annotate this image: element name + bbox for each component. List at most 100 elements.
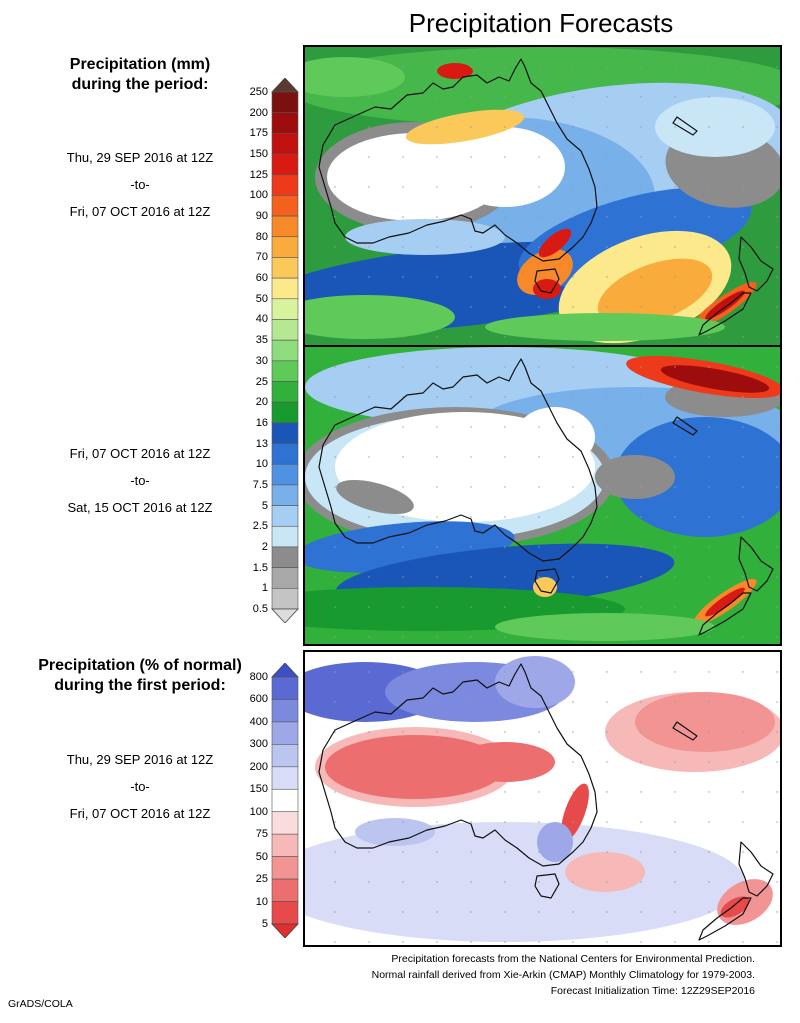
precip-area xyxy=(565,852,645,892)
precip-area xyxy=(305,295,455,339)
precip-area xyxy=(655,97,775,157)
colorbar-swatch xyxy=(271,360,299,382)
precip-area xyxy=(355,818,435,846)
colorbar-tick-label: 75 xyxy=(255,828,268,841)
new-caledonia-coastline xyxy=(672,721,698,741)
colorbar-tick-label: 5 xyxy=(261,918,268,930)
map-panel-period1 xyxy=(303,45,782,347)
footer-line3: Forecast Initialization Time: 12Z29SEP20… xyxy=(550,985,755,997)
colorbar-max-arrow xyxy=(271,78,299,93)
nz-north-coastline xyxy=(738,236,774,292)
dry-area xyxy=(515,407,595,467)
colorbar-swatch xyxy=(271,443,299,465)
colorbar-swatch xyxy=(271,298,299,320)
colorbar-swatch xyxy=(271,484,299,506)
precip-map-period1 xyxy=(305,47,780,345)
tasmania-coastline xyxy=(534,268,560,294)
colorbar-swatch xyxy=(271,766,299,790)
colorbar-swatch xyxy=(271,401,299,424)
precip-area xyxy=(538,228,572,258)
heading-line1: Precipitation (mm) xyxy=(69,56,211,73)
colorbar-tick-label: 10 xyxy=(255,458,268,471)
precip-area xyxy=(533,279,561,299)
tasmania-coastline xyxy=(534,873,560,899)
colorbar-tick-label: 125 xyxy=(249,168,268,181)
colorbar-max-arrow xyxy=(271,663,299,678)
colorbar-swatch xyxy=(271,133,299,155)
colorbar-tick-label: 7.5 xyxy=(252,478,268,491)
colorbar-tick-label: 150 xyxy=(249,783,268,796)
colorbar-swatch xyxy=(271,833,299,857)
colorbar-tick-label: 100 xyxy=(249,189,268,202)
colorbar-swatch xyxy=(271,112,299,134)
precip-area xyxy=(597,258,713,326)
tasmania-coastline xyxy=(534,568,560,594)
heading-line1: Precipitation (% of normal) xyxy=(38,657,242,674)
colorbar-tick-label: 16 xyxy=(255,416,268,429)
colorbar-swatch xyxy=(271,505,299,527)
colorbar-swatch xyxy=(271,236,299,258)
colorbar-tick-label: 13 xyxy=(255,437,268,450)
nz-north-coastline xyxy=(738,841,774,897)
period3-start: Thu, 29 SEP 2016 at 12Z xyxy=(66,752,214,767)
colorbar-tick-label: 40 xyxy=(255,313,268,326)
colorbar-tick-label: 100 xyxy=(249,805,268,818)
precip-area xyxy=(660,365,770,393)
australia-coastline xyxy=(318,663,598,867)
colorbar-tick-label: 70 xyxy=(255,251,268,264)
grads-credit: GrADS/COLA xyxy=(8,998,73,1010)
period1-start: Thu, 29 SEP 2016 at 12Z xyxy=(66,150,214,165)
colorbar-swatch xyxy=(271,257,299,279)
heading-line2: during the period: xyxy=(71,76,209,93)
colorbar-tick-label: 200 xyxy=(249,106,268,119)
precip-mm-colorbar xyxy=(271,78,299,623)
colorbar-swatch xyxy=(271,811,299,835)
new-caledonia-coastline xyxy=(672,116,698,136)
colorbar-swatch xyxy=(271,277,299,300)
precip-area xyxy=(405,109,525,145)
colorbar-tick-label: 10 xyxy=(255,895,268,908)
precip-area xyxy=(705,290,745,320)
colorbar-tick-label: 250 xyxy=(249,86,268,98)
colorbar-swatch xyxy=(271,699,299,723)
period3-sep: -to- xyxy=(130,779,150,794)
precip-area xyxy=(517,249,573,295)
period3-label: Thu, 29 SEP 2016 at 12Z -to- Fri, 07 OCT… xyxy=(20,746,260,827)
footer-line2: Normal rainfall derived from Xie-Arkin (… xyxy=(371,969,755,981)
map-panel-percent xyxy=(303,650,782,947)
precip-area xyxy=(336,479,414,515)
colorbar-swatch xyxy=(271,174,299,196)
colorbar-swatch xyxy=(271,195,299,217)
colorbar-swatch xyxy=(271,788,299,813)
colorbar-swatch xyxy=(271,339,299,362)
precip-area xyxy=(537,822,573,862)
colorbar-swatch xyxy=(271,525,299,548)
colorbar-tick-label: 600 xyxy=(249,693,268,706)
precip-map-period2 xyxy=(305,347,780,644)
period1-sep: -to- xyxy=(130,177,150,192)
colorbar-tick-label: 400 xyxy=(249,715,268,728)
colorbar-tick-label: 200 xyxy=(249,760,268,773)
colorbar-tick-label: 25 xyxy=(255,873,268,886)
colorbar-tick-label: 90 xyxy=(255,210,268,223)
precip-mm-heading: Precipitation (mm) during the period: xyxy=(20,55,260,95)
colorbar-tick-label: 150 xyxy=(249,148,268,161)
period1-end: Fri, 07 OCT 2016 at 12Z xyxy=(69,204,211,219)
colorbar-swatch xyxy=(271,856,299,880)
colorbar-swatch xyxy=(271,91,299,113)
colorbar-swatch xyxy=(271,676,299,700)
precip-area xyxy=(518,187,752,287)
colorbar-tick-label: 30 xyxy=(255,354,268,367)
footer-line1: Precipitation forecasts from the Nationa… xyxy=(391,953,755,965)
precip-percent-map xyxy=(305,652,780,945)
colorbar-swatch xyxy=(271,878,299,902)
colorbar-tick-label: 0.5 xyxy=(252,603,268,615)
precip-area xyxy=(485,313,725,341)
period2-label: Fri, 07 OCT 2016 at 12Z -to- Sat, 15 OCT… xyxy=(20,440,260,521)
precip-area xyxy=(595,455,675,499)
new-caledonia-coastline xyxy=(672,416,698,436)
precip-area xyxy=(705,587,745,617)
period2-end: Sat, 15 OCT 2016 at 12Z xyxy=(67,500,213,515)
colorbar-swatch xyxy=(271,721,299,745)
colorbar-tick-label: 50 xyxy=(255,292,268,305)
